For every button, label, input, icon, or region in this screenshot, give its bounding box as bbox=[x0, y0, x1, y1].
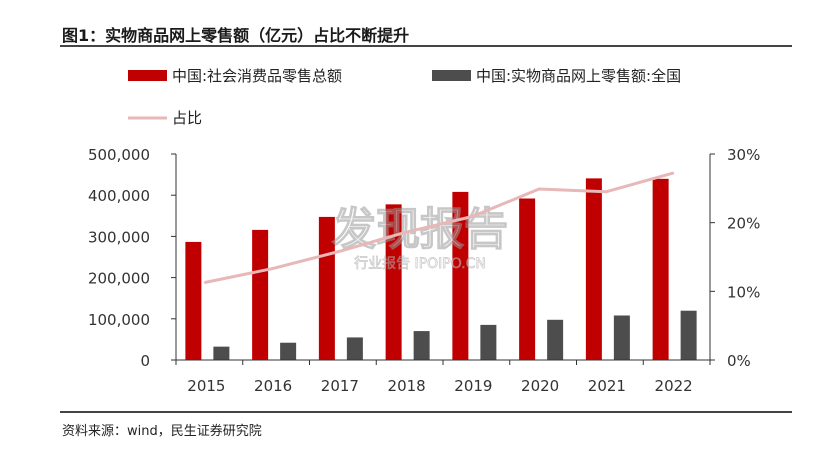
x-tick-label: 2021 bbox=[588, 377, 626, 395]
left-axis: 0 100,000 200,000 300,000 400,000 500,000 bbox=[88, 146, 177, 370]
right-tick-label: 20% bbox=[727, 215, 760, 233]
legend-label-total-retail: 中国:社会消费品零售总额 bbox=[172, 67, 342, 85]
bar-online-retail bbox=[480, 324, 497, 360]
legend-swatch-total-retail bbox=[128, 70, 167, 81]
bar-total-retail bbox=[519, 198, 536, 360]
ratio-point bbox=[537, 187, 541, 191]
bar-total-retail bbox=[452, 191, 469, 360]
bottom-divider bbox=[60, 411, 792, 413]
top-divider bbox=[60, 45, 792, 47]
right-tick-label: 0% bbox=[727, 352, 751, 370]
legend-label-online-retail: 中国:实物商品网上零售额:全国 bbox=[476, 67, 681, 85]
bar-total-retail bbox=[185, 241, 202, 360]
left-tick-label: 400,000 bbox=[88, 187, 150, 205]
bar-total-retail bbox=[585, 178, 602, 360]
bar-total-retail bbox=[385, 204, 402, 360]
x-tick-label: 2017 bbox=[321, 377, 359, 395]
bar-online-retail bbox=[413, 331, 430, 360]
x-tick-label: 2018 bbox=[388, 377, 426, 395]
bar-total-retail bbox=[652, 178, 669, 360]
bar-online-retail bbox=[280, 342, 297, 360]
right-axis: 0% 10% 20% 30% bbox=[709, 146, 760, 370]
bar-online-retail bbox=[680, 310, 697, 360]
left-tick-label: 0 bbox=[140, 352, 150, 370]
legend-label-ratio: 占比 bbox=[172, 109, 202, 127]
x-tick-label: 2019 bbox=[454, 377, 492, 395]
left-tick-label: 200,000 bbox=[88, 270, 150, 288]
x-tick-label: 2015 bbox=[187, 377, 225, 395]
bar-online-retail bbox=[613, 315, 630, 360]
ratio-point bbox=[404, 230, 408, 234]
ratio-point bbox=[604, 190, 608, 194]
x-tick-label: 2022 bbox=[655, 377, 693, 395]
x-axis: 2015 2016 2017 2018 2019 2020 2021 2022 bbox=[175, 359, 711, 395]
left-tick-label: 300,000 bbox=[88, 228, 150, 246]
bar-online-retail bbox=[547, 319, 564, 360]
ratio-line bbox=[205, 171, 674, 284]
left-tick-label: 500,000 bbox=[88, 146, 150, 164]
bars bbox=[185, 178, 697, 360]
x-tick-label: 2020 bbox=[521, 377, 559, 395]
bar-online-retail bbox=[346, 337, 363, 360]
ratio-point bbox=[337, 250, 341, 254]
watermark-subtext: 行业报告 IPOIPO.CN bbox=[354, 256, 486, 272]
ratio-point bbox=[203, 280, 207, 284]
right-tick-label: 10% bbox=[727, 283, 760, 301]
ratio-line-layer bbox=[203, 171, 675, 284]
ratio-point bbox=[270, 267, 274, 271]
source-note: 资料来源：wind，民生证券研究院 bbox=[62, 424, 262, 439]
ratio-point bbox=[671, 171, 675, 175]
bar-total-retail bbox=[252, 229, 269, 360]
legend-swatch-online-retail bbox=[432, 70, 471, 81]
bar-online-retail bbox=[213, 346, 230, 360]
x-tick-label: 2016 bbox=[254, 377, 292, 395]
right-tick-label: 30% bbox=[727, 146, 760, 164]
chart-title: 图1：实物商品网上零售额（亿元）占比不断提升 bbox=[62, 26, 410, 45]
left-tick-label: 100,000 bbox=[88, 311, 150, 329]
ratio-point bbox=[470, 214, 474, 218]
